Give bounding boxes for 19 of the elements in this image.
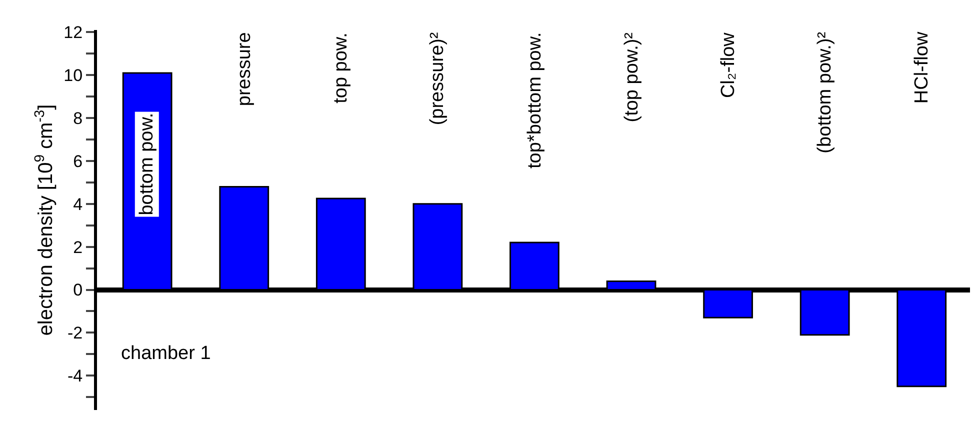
y-tick-label: 10	[64, 66, 83, 86]
y-tick-label: 4	[73, 194, 83, 214]
annotation: chamber 1	[121, 343, 211, 364]
x-tick-label: HCl-flow	[912, 32, 933, 104]
x-tick-label: (bottom pow.)²	[814, 32, 836, 154]
x-tick-label: top pow.	[330, 32, 352, 104]
x-tick-label: (top pow.)²	[621, 32, 642, 122]
y-tick-label: 2	[73, 238, 83, 257]
y-tick-label: 6	[73, 152, 83, 171]
x-tick-label: (pressure)²	[427, 32, 448, 126]
x-tick-label: top*bottom pow.	[524, 32, 546, 168]
y-tick-label: 0	[73, 280, 83, 300]
y-tick-label: -2	[67, 324, 83, 343]
x-tick-label: bottom pow.	[136, 112, 158, 216]
y-tick-label: 12	[64, 23, 83, 42]
x-tick-label: Cl₂-flow	[718, 32, 740, 98]
y-tick-label: 8	[73, 108, 83, 128]
x-tick-label: pressure	[234, 32, 256, 106]
y-tick-label: -4	[67, 366, 83, 386]
